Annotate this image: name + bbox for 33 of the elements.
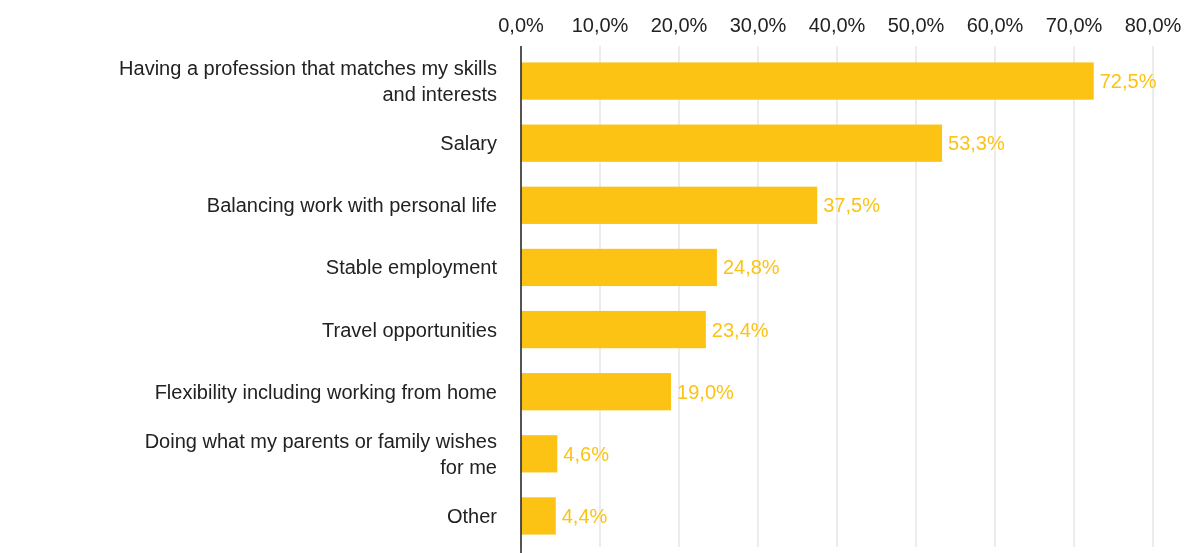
y-tick-label: Balancing work with personal life: [206, 194, 497, 217]
data-label: 37,5%: [823, 194, 881, 217]
data-label: 4,6%: [563, 442, 610, 465]
y-tick-label: Having a profession that matches my skills and interests: [119, 57, 497, 106]
bar: [521, 62, 1094, 100]
x-tick-label: 50,0%: [887, 14, 945, 36]
bar: [521, 310, 706, 349]
data-label: 4,4%: [561, 504, 608, 527]
y-tick-label: Stable employment: [325, 256, 498, 279]
data-label: 19,0%: [677, 380, 735, 403]
y-tick-label: Other: [446, 504, 498, 527]
y-tick-label: Flexibility including working from home: [154, 380, 497, 403]
data-label: 24,8%: [722, 256, 780, 279]
bar: [521, 497, 556, 535]
bar: [521, 124, 943, 162]
x-tick-label: 70,0%: [1045, 14, 1103, 36]
x-tick-label: 0,0%: [498, 14, 545, 36]
data-label: 23,4%: [711, 318, 769, 341]
y-tick-label: Travel opportunities: [322, 318, 497, 341]
x-tick-label: 60,0%: [966, 14, 1024, 36]
data-label: 53,3%: [948, 132, 1005, 155]
x-tick-label: 10,0%: [571, 14, 629, 36]
bar: [521, 373, 672, 411]
x-tick-label: 20,0%: [650, 14, 708, 36]
data-label: 72,5%: [1099, 70, 1157, 93]
x-tick-label: 40,0%: [808, 14, 866, 36]
bar: [521, 435, 558, 473]
y-tick-label: Salary: [440, 132, 497, 155]
x-tick-label: 80,0%: [1124, 14, 1182, 36]
bar: [521, 248, 717, 287]
bar: [521, 186, 818, 224]
y-tick-label: Doing what my parents or family wishes for me: [144, 429, 497, 478]
x-tick-label: 30,0%: [729, 14, 787, 36]
